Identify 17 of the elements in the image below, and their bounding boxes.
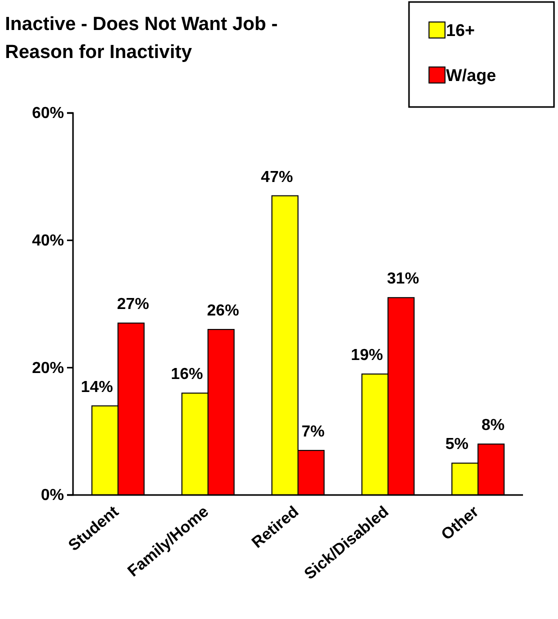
data-label: 26% xyxy=(207,302,240,320)
data-label: 16% xyxy=(170,366,203,384)
y-tick-label: 60% xyxy=(32,105,64,122)
data-label: 19% xyxy=(350,347,383,364)
legend-label: 16+ xyxy=(446,21,475,40)
data-label: 8% xyxy=(481,417,505,434)
data-label: 14% xyxy=(80,378,113,396)
data-label: 7% xyxy=(301,423,325,440)
data-label: 47% xyxy=(260,168,293,186)
data-label: 27% xyxy=(117,296,150,314)
chart-title: Inactive - Does Not Want Job - Reason for Inactivity xyxy=(5,14,278,63)
y-tick-label: 40% xyxy=(32,232,64,250)
legend-label: W/age xyxy=(446,66,496,85)
data-label: 5% xyxy=(445,436,469,454)
data-label: 31% xyxy=(387,270,420,288)
y-tick-label: 20% xyxy=(32,360,64,377)
y-tick-label: 0% xyxy=(40,487,64,504)
